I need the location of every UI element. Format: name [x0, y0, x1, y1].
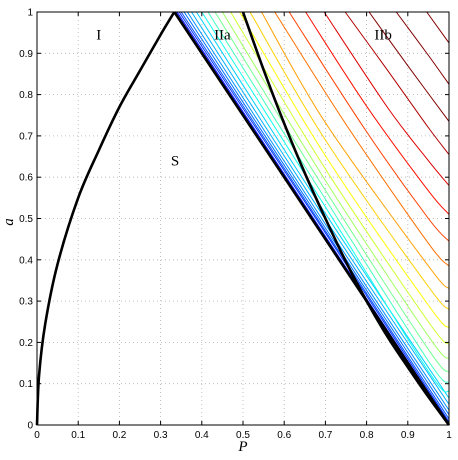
- region-boundaries: [35, 11, 451, 426]
- x-tick-label: 0.5: [236, 430, 250, 441]
- y-tick-label: 0.7: [19, 131, 33, 142]
- x-tick-label: 0: [34, 430, 40, 441]
- boundary-curve-1: [35, 11, 176, 426]
- y-tick-label: 0.9: [19, 49, 33, 60]
- region-label-iib: IIb: [374, 28, 392, 44]
- contour-line-8: [196, 11, 450, 399]
- x-tick-label: 0.4: [195, 430, 209, 441]
- y-tick-label: 0: [27, 421, 33, 432]
- y-tick-label: 0.2: [19, 338, 33, 349]
- contour-line-19: [305, 11, 450, 215]
- x-tick-label: 0.1: [71, 430, 85, 441]
- contour-line-18: [288, 11, 450, 242]
- region-label-iia: IIa: [214, 28, 231, 44]
- y-tick-label: 0.5: [19, 214, 33, 225]
- y-axis-label: a: [1, 218, 17, 226]
- x-tick-label: 0.2: [112, 430, 126, 441]
- boundary-curve-3: [241, 11, 451, 426]
- grid: [37, 12, 449, 425]
- contour-line-11: [214, 11, 450, 373]
- x-axis-label: P: [237, 439, 247, 455]
- contour-line-14: [239, 11, 450, 329]
- x-tick-label: 0.8: [360, 430, 374, 441]
- x-tick-label: 1: [446, 430, 452, 441]
- contour-line-12: [221, 11, 450, 360]
- y-tick-label: 0.8: [19, 90, 33, 101]
- x-tick-label: 0.6: [277, 430, 291, 441]
- contour-line-10: [207, 11, 450, 384]
- contour-line-16: [261, 11, 450, 290]
- x-tick-label: 0.7: [318, 430, 332, 441]
- contour-line-17: [274, 11, 450, 267]
- boundary-curve-2: [173, 11, 451, 426]
- y-tick-label: 0.4: [19, 255, 33, 266]
- contour-line-21: [344, 11, 450, 155]
- contour-lines: [175, 11, 450, 425]
- plot-frame: [36, 11, 450, 426]
- region-label-s: S: [171, 154, 179, 170]
- y-tick-label: 0.1: [19, 379, 33, 390]
- y-tick-label: 0.6: [19, 173, 33, 184]
- contour-line-23: [395, 11, 450, 85]
- contour-line-9: [201, 11, 450, 393]
- contour-line-4: [180, 11, 450, 420]
- contour-line-5: [183, 11, 450, 415]
- x-tick-label: 0.9: [401, 430, 415, 441]
- axis-ticks: 0 0.1 0.2 0.3 0.4 0.5 0.6 0.7 0.8 0.9 1 0 0.1 0.2 0.3 0…: [19, 8, 452, 442]
- contour-line-20: [323, 11, 450, 186]
- y-tick-label: 0.3: [19, 297, 33, 308]
- contour-line-3: [178, 11, 450, 422]
- contour-line-24: [426, 11, 450, 44]
- region-label-i: I: [96, 28, 101, 44]
- region-labels: I IIa IIb S: [96, 28, 392, 170]
- contour-line-6: [186, 11, 450, 411]
- contour-line-15: [249, 11, 450, 310]
- x-tick-label: 0.3: [154, 430, 168, 441]
- contour-line-22: [368, 11, 450, 122]
- y-tick-label: 1: [27, 8, 33, 19]
